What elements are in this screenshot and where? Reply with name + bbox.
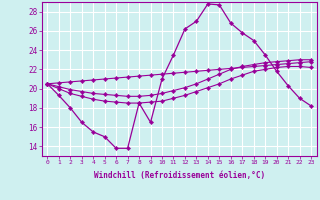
- X-axis label: Windchill (Refroidissement éolien,°C): Windchill (Refroidissement éolien,°C): [94, 171, 265, 180]
